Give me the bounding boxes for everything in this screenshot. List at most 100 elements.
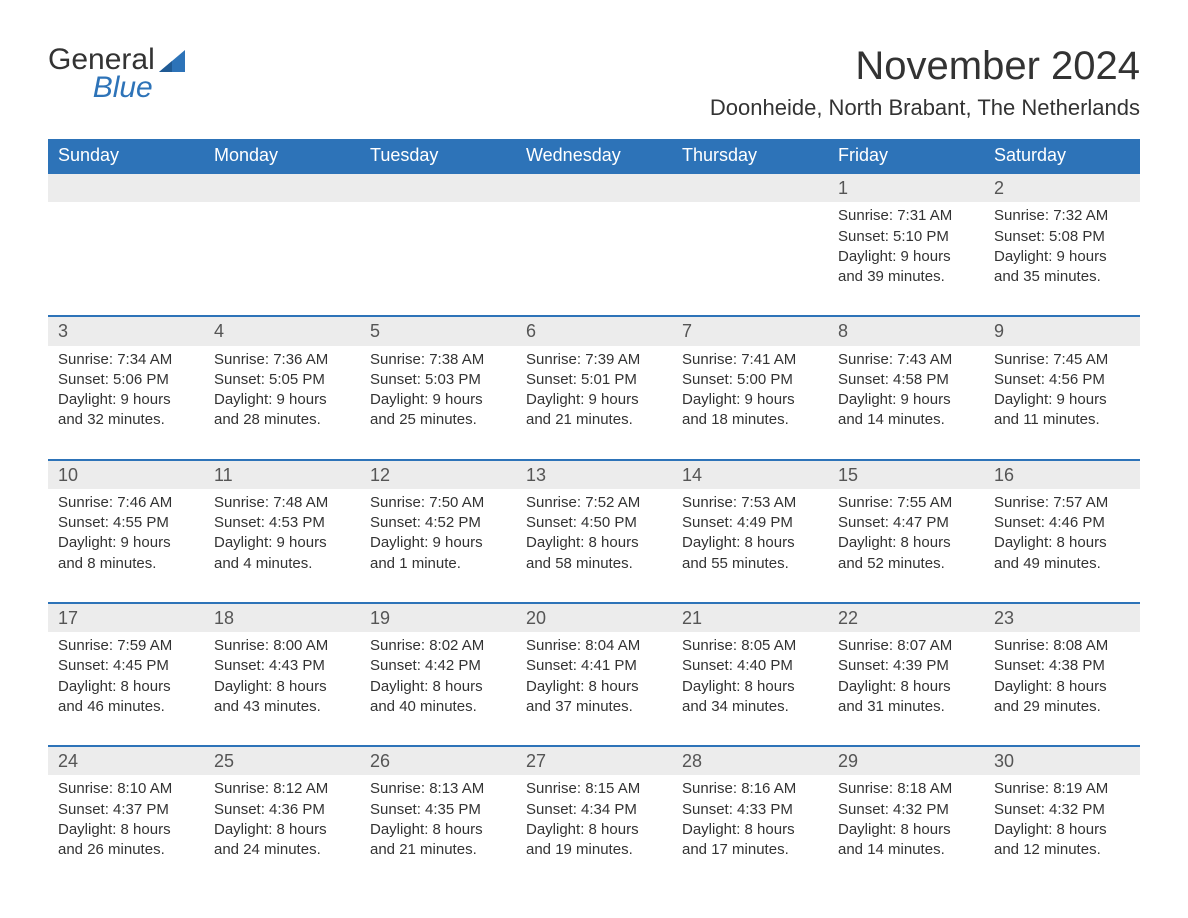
- daylight-line: Daylight: 9 hours and 4 minutes.: [214, 533, 350, 574]
- daylight-line: Daylight: 9 hours and 32 minutes.: [58, 390, 194, 431]
- sunset-line-label: Sunset:: [838, 657, 893, 674]
- sunset-line-value: 4:32 PM: [1049, 801, 1105, 818]
- sunset-line-label: Sunset:: [526, 801, 581, 818]
- sunrise-line-value: 7:48 AM: [273, 494, 328, 511]
- day-header: Wednesday: [516, 139, 672, 174]
- calendar-cell: 24Sunrise: 8:10 AMSunset: 4:37 PMDayligh…: [48, 747, 204, 866]
- date-number-strip: 1: [828, 174, 984, 202]
- date-number-strip: 2: [984, 174, 1140, 202]
- sunset-line: Sunset: 5:00 PM: [682, 370, 818, 390]
- sunrise-line: Sunrise: 8:19 AM: [994, 779, 1130, 799]
- sunset-line-value: 4:53 PM: [269, 514, 325, 531]
- sunrise-line-label: Sunrise:: [994, 780, 1053, 797]
- daylight-line-label: Daylight:: [214, 821, 277, 838]
- date-number-strip: 18: [204, 604, 360, 632]
- sunrise-line-value: 7:52 AM: [585, 494, 640, 511]
- calendar-cell: 19Sunrise: 8:02 AMSunset: 4:42 PMDayligh…: [360, 604, 516, 723]
- date-number-strip: 15: [828, 461, 984, 489]
- date-number-strip: 14: [672, 461, 828, 489]
- sunrise-line: Sunrise: 8:15 AM: [526, 779, 662, 799]
- sunrise-line-label: Sunrise:: [58, 494, 117, 511]
- daylight-line: Daylight: 8 hours and 29 minutes.: [994, 677, 1130, 718]
- sunset-line-label: Sunset:: [58, 371, 113, 388]
- date-number-strip: 8: [828, 317, 984, 345]
- sunset-line: Sunset: 4:50 PM: [526, 513, 662, 533]
- date-number-strip: 29: [828, 747, 984, 775]
- calendar-cell: 5Sunrise: 7:38 AMSunset: 5:03 PMDaylight…: [360, 317, 516, 436]
- sunrise-line-value: 8:08 AM: [1053, 637, 1108, 654]
- sunset-line: Sunset: 5:05 PM: [214, 370, 350, 390]
- daylight-line: Daylight: 8 hours and 17 minutes.: [682, 820, 818, 861]
- daylight-line-label: Daylight:: [214, 534, 277, 551]
- sunset-line-label: Sunset:: [994, 371, 1049, 388]
- calendar-body: 1Sunrise: 7:31 AMSunset: 5:10 PMDaylight…: [48, 174, 1140, 866]
- date-number: 11: [204, 465, 233, 485]
- sunrise-line-value: 7:59 AM: [117, 637, 172, 654]
- sunrise-line: Sunrise: 7:59 AM: [58, 636, 194, 656]
- sunrise-line-label: Sunrise:: [994, 207, 1053, 224]
- daylight-line: Daylight: 9 hours and 39 minutes.: [838, 247, 974, 288]
- sunrise-line-label: Sunrise:: [526, 494, 585, 511]
- daylight-line: Daylight: 8 hours and 49 minutes.: [994, 533, 1130, 574]
- sunrise-line-label: Sunrise:: [526, 780, 585, 797]
- daylight-line: Daylight: 9 hours and 35 minutes.: [994, 247, 1130, 288]
- calendar-cell: 28Sunrise: 8:16 AMSunset: 4:33 PMDayligh…: [672, 747, 828, 866]
- daylight-line-label: Daylight:: [994, 248, 1057, 265]
- date-number: 4: [204, 321, 224, 341]
- sunset-line: Sunset: 4:33 PM: [682, 800, 818, 820]
- sunrise-line-value: 8:19 AM: [1053, 780, 1108, 797]
- daylight-line: Daylight: 9 hours and 1 minute.: [370, 533, 506, 574]
- sunrise-line: Sunrise: 8:02 AM: [370, 636, 506, 656]
- sunrise-line-label: Sunrise:: [838, 637, 897, 654]
- date-number: 27: [516, 751, 546, 771]
- daylight-line-label: Daylight:: [526, 391, 589, 408]
- daylight-line-label: Daylight:: [58, 678, 121, 695]
- calendar-cell: 18Sunrise: 8:00 AMSunset: 4:43 PMDayligh…: [204, 604, 360, 723]
- daylight-line: Daylight: 9 hours and 14 minutes.: [838, 390, 974, 431]
- sunrise-line: Sunrise: 8:08 AM: [994, 636, 1130, 656]
- sunset-line: Sunset: 4:49 PM: [682, 513, 818, 533]
- sunset-line: Sunset: 4:34 PM: [526, 800, 662, 820]
- date-number: 3: [48, 321, 68, 341]
- daylight-line-label: Daylight:: [58, 821, 121, 838]
- date-number-strip: 25: [204, 747, 360, 775]
- sunrise-line-value: 7:55 AM: [897, 494, 952, 511]
- date-number-strip: [48, 174, 204, 202]
- daylight-line: Daylight: 8 hours and 40 minutes.: [370, 677, 506, 718]
- sunset-line-value: 5:10 PM: [893, 228, 949, 245]
- sunset-line-label: Sunset:: [682, 514, 737, 531]
- sunrise-line-value: 8:04 AM: [585, 637, 640, 654]
- sunset-line-label: Sunset:: [214, 371, 269, 388]
- sunrise-line: Sunrise: 7:55 AM: [838, 493, 974, 513]
- day-header: Thursday: [672, 139, 828, 174]
- calendar-cell: 23Sunrise: 8:08 AMSunset: 4:38 PMDayligh…: [984, 604, 1140, 723]
- location-subtitle: Doonheide, North Brabant, The Netherland…: [710, 95, 1140, 121]
- daylight-line: Daylight: 9 hours and 21 minutes.: [526, 390, 662, 431]
- sunrise-line: Sunrise: 8:07 AM: [838, 636, 974, 656]
- daylight-line-label: Daylight:: [838, 248, 901, 265]
- daylight-line: Daylight: 9 hours and 8 minutes.: [58, 533, 194, 574]
- daylight-line-label: Daylight:: [838, 821, 901, 838]
- date-number: 8: [828, 321, 848, 341]
- sunrise-line: Sunrise: 7:38 AM: [370, 350, 506, 370]
- date-number: [360, 178, 370, 198]
- date-number-strip: 11: [204, 461, 360, 489]
- date-number: [672, 178, 682, 198]
- sunrise-line-label: Sunrise:: [682, 637, 741, 654]
- sunrise-line: Sunrise: 7:39 AM: [526, 350, 662, 370]
- sunset-line-value: 4:38 PM: [1049, 657, 1105, 674]
- sunset-line: Sunset: 4:39 PM: [838, 656, 974, 676]
- sunrise-line-value: 8:07 AM: [897, 637, 952, 654]
- date-number: 9: [984, 321, 1004, 341]
- logo-triangle-icon: [159, 50, 185, 72]
- sunset-line-value: 4:58 PM: [893, 371, 949, 388]
- day-header: Friday: [828, 139, 984, 174]
- sunrise-line-value: 7:57 AM: [1053, 494, 1108, 511]
- sunset-line-label: Sunset:: [994, 657, 1049, 674]
- sunrise-line-value: 7:32 AM: [1053, 207, 1108, 224]
- page-header: General Blue November 2024 Doonheide, No…: [48, 44, 1140, 131]
- calendar-cell: 15Sunrise: 7:55 AMSunset: 4:47 PMDayligh…: [828, 461, 984, 580]
- brand-line2: Blue: [48, 72, 155, 104]
- date-number-strip: 7: [672, 317, 828, 345]
- daylight-line-label: Daylight:: [838, 391, 901, 408]
